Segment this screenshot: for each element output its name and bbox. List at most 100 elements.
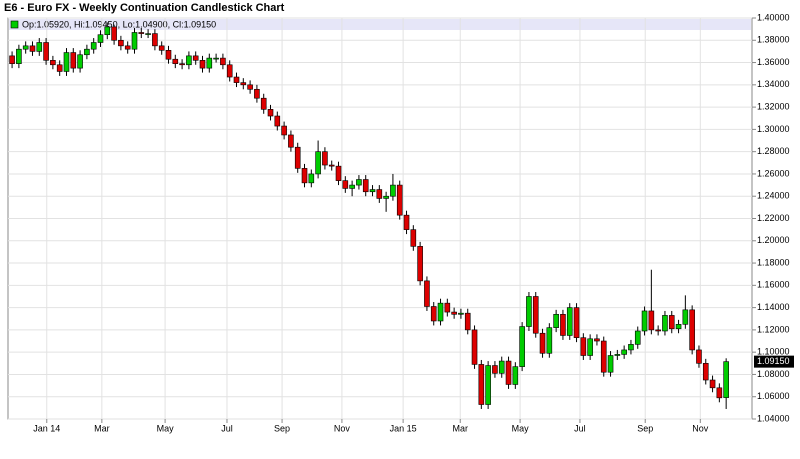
x-tick-label: Jan 14	[33, 423, 60, 433]
candle-body	[430, 306, 437, 322]
candle-body	[308, 173, 315, 184]
candle-body	[97, 34, 104, 43]
candle-body	[220, 57, 226, 66]
x-tick-label: Sep	[637, 423, 653, 433]
candle-body	[376, 189, 383, 199]
candle-body	[206, 57, 213, 69]
y-tick-label: 1.28000	[757, 146, 790, 156]
candle-body	[362, 179, 369, 193]
candle-body	[165, 50, 172, 60]
candle-body	[254, 88, 260, 99]
candle-body	[90, 42, 97, 50]
candle-body	[111, 26, 117, 41]
candle-body	[458, 312, 464, 315]
x-tick-label: Jan 15	[390, 423, 417, 433]
candle-body	[716, 387, 723, 399]
candle-body	[63, 52, 70, 72]
candle-body	[322, 151, 328, 166]
candle-body	[668, 315, 675, 330]
candle-body	[56, 64, 63, 72]
last-price-box	[754, 355, 794, 368]
candle-body	[104, 26, 111, 36]
x-tick-label: May	[512, 423, 530, 433]
candle-body	[723, 361, 729, 398]
candle-body	[152, 33, 158, 47]
candle-body	[560, 313, 566, 336]
candle-body	[628, 344, 634, 351]
candle-body	[131, 32, 138, 50]
candle-body	[36, 42, 43, 52]
candle-body	[294, 146, 301, 169]
candle-body	[607, 355, 614, 373]
x-tick-label: Mar	[452, 423, 468, 433]
candle-body	[383, 195, 389, 199]
candle-body	[417, 246, 423, 282]
candle-body	[546, 327, 553, 354]
candle-body	[471, 329, 478, 365]
candle-body	[84, 48, 90, 56]
candle-body	[199, 60, 206, 69]
legend-text: Op:1.05920, Hi:1.09450, Lo:1.04900, Cl:1…	[22, 19, 216, 29]
candle-body	[43, 42, 49, 61]
last-price-label: 1.09150	[757, 356, 790, 366]
candle-body	[662, 315, 668, 332]
candle-body	[675, 324, 682, 330]
candle-body	[396, 184, 403, 216]
chart-title: E6 - Euro FX - Weekly Continuation Candl…	[4, 2, 285, 14]
y-tick-label: 1.20000	[757, 235, 790, 245]
y-tick-label: 1.10000	[757, 347, 790, 357]
candle-body	[614, 354, 621, 356]
y-tick-label: 1.34000	[757, 79, 790, 89]
candle-body	[77, 54, 83, 69]
candle-body	[342, 180, 349, 189]
candle-body	[485, 365, 491, 405]
candle-body	[451, 311, 457, 315]
candle-body	[179, 63, 185, 66]
y-tick-label: 1.24000	[757, 191, 790, 201]
candle-body	[709, 379, 716, 389]
candle-body	[9, 55, 15, 64]
candle-body	[281, 125, 287, 136]
y-tick-label: 1.12000	[757, 324, 790, 334]
candle-body	[539, 332, 546, 354]
x-tick-label: Mar	[94, 423, 110, 433]
x-tick-label: May	[157, 423, 175, 433]
candle-body	[29, 45, 36, 52]
candle-body	[648, 310, 655, 331]
candle-body	[288, 134, 294, 148]
legend-swatch	[10, 20, 19, 29]
candle-body	[478, 364, 485, 405]
candle-body	[492, 365, 498, 374]
candle-body	[226, 64, 233, 78]
x-tick-label: Sep	[274, 423, 290, 433]
candle-body	[696, 349, 702, 364]
candle-body	[315, 151, 321, 175]
x-tick-label: Nov	[692, 423, 709, 433]
candle-body	[512, 366, 519, 385]
candle-body	[267, 109, 274, 117]
y-tick-label: 1.36000	[757, 57, 790, 67]
candle-body	[369, 189, 376, 193]
candle-body	[702, 363, 709, 381]
y-tick-label: 1.30000	[757, 124, 790, 134]
candle-body	[553, 313, 559, 328]
candle-body	[390, 184, 396, 197]
candle-body	[145, 33, 151, 35]
candle-body	[634, 330, 641, 345]
candle-body	[301, 168, 308, 184]
candle-body	[186, 55, 192, 66]
y-tick-label: 1.06000	[757, 391, 790, 401]
candle-body	[600, 340, 607, 373]
candle-body	[118, 39, 124, 47]
candle-body	[641, 310, 648, 332]
candle-body	[335, 165, 342, 181]
candle-body	[573, 307, 580, 338]
y-tick-label: 1.32000	[757, 101, 790, 111]
candle-body	[192, 55, 199, 61]
candle-body	[526, 296, 532, 327]
candle-body	[70, 52, 77, 69]
candle-body	[403, 214, 410, 230]
candle-body	[682, 309, 689, 325]
candle-body	[464, 312, 471, 331]
